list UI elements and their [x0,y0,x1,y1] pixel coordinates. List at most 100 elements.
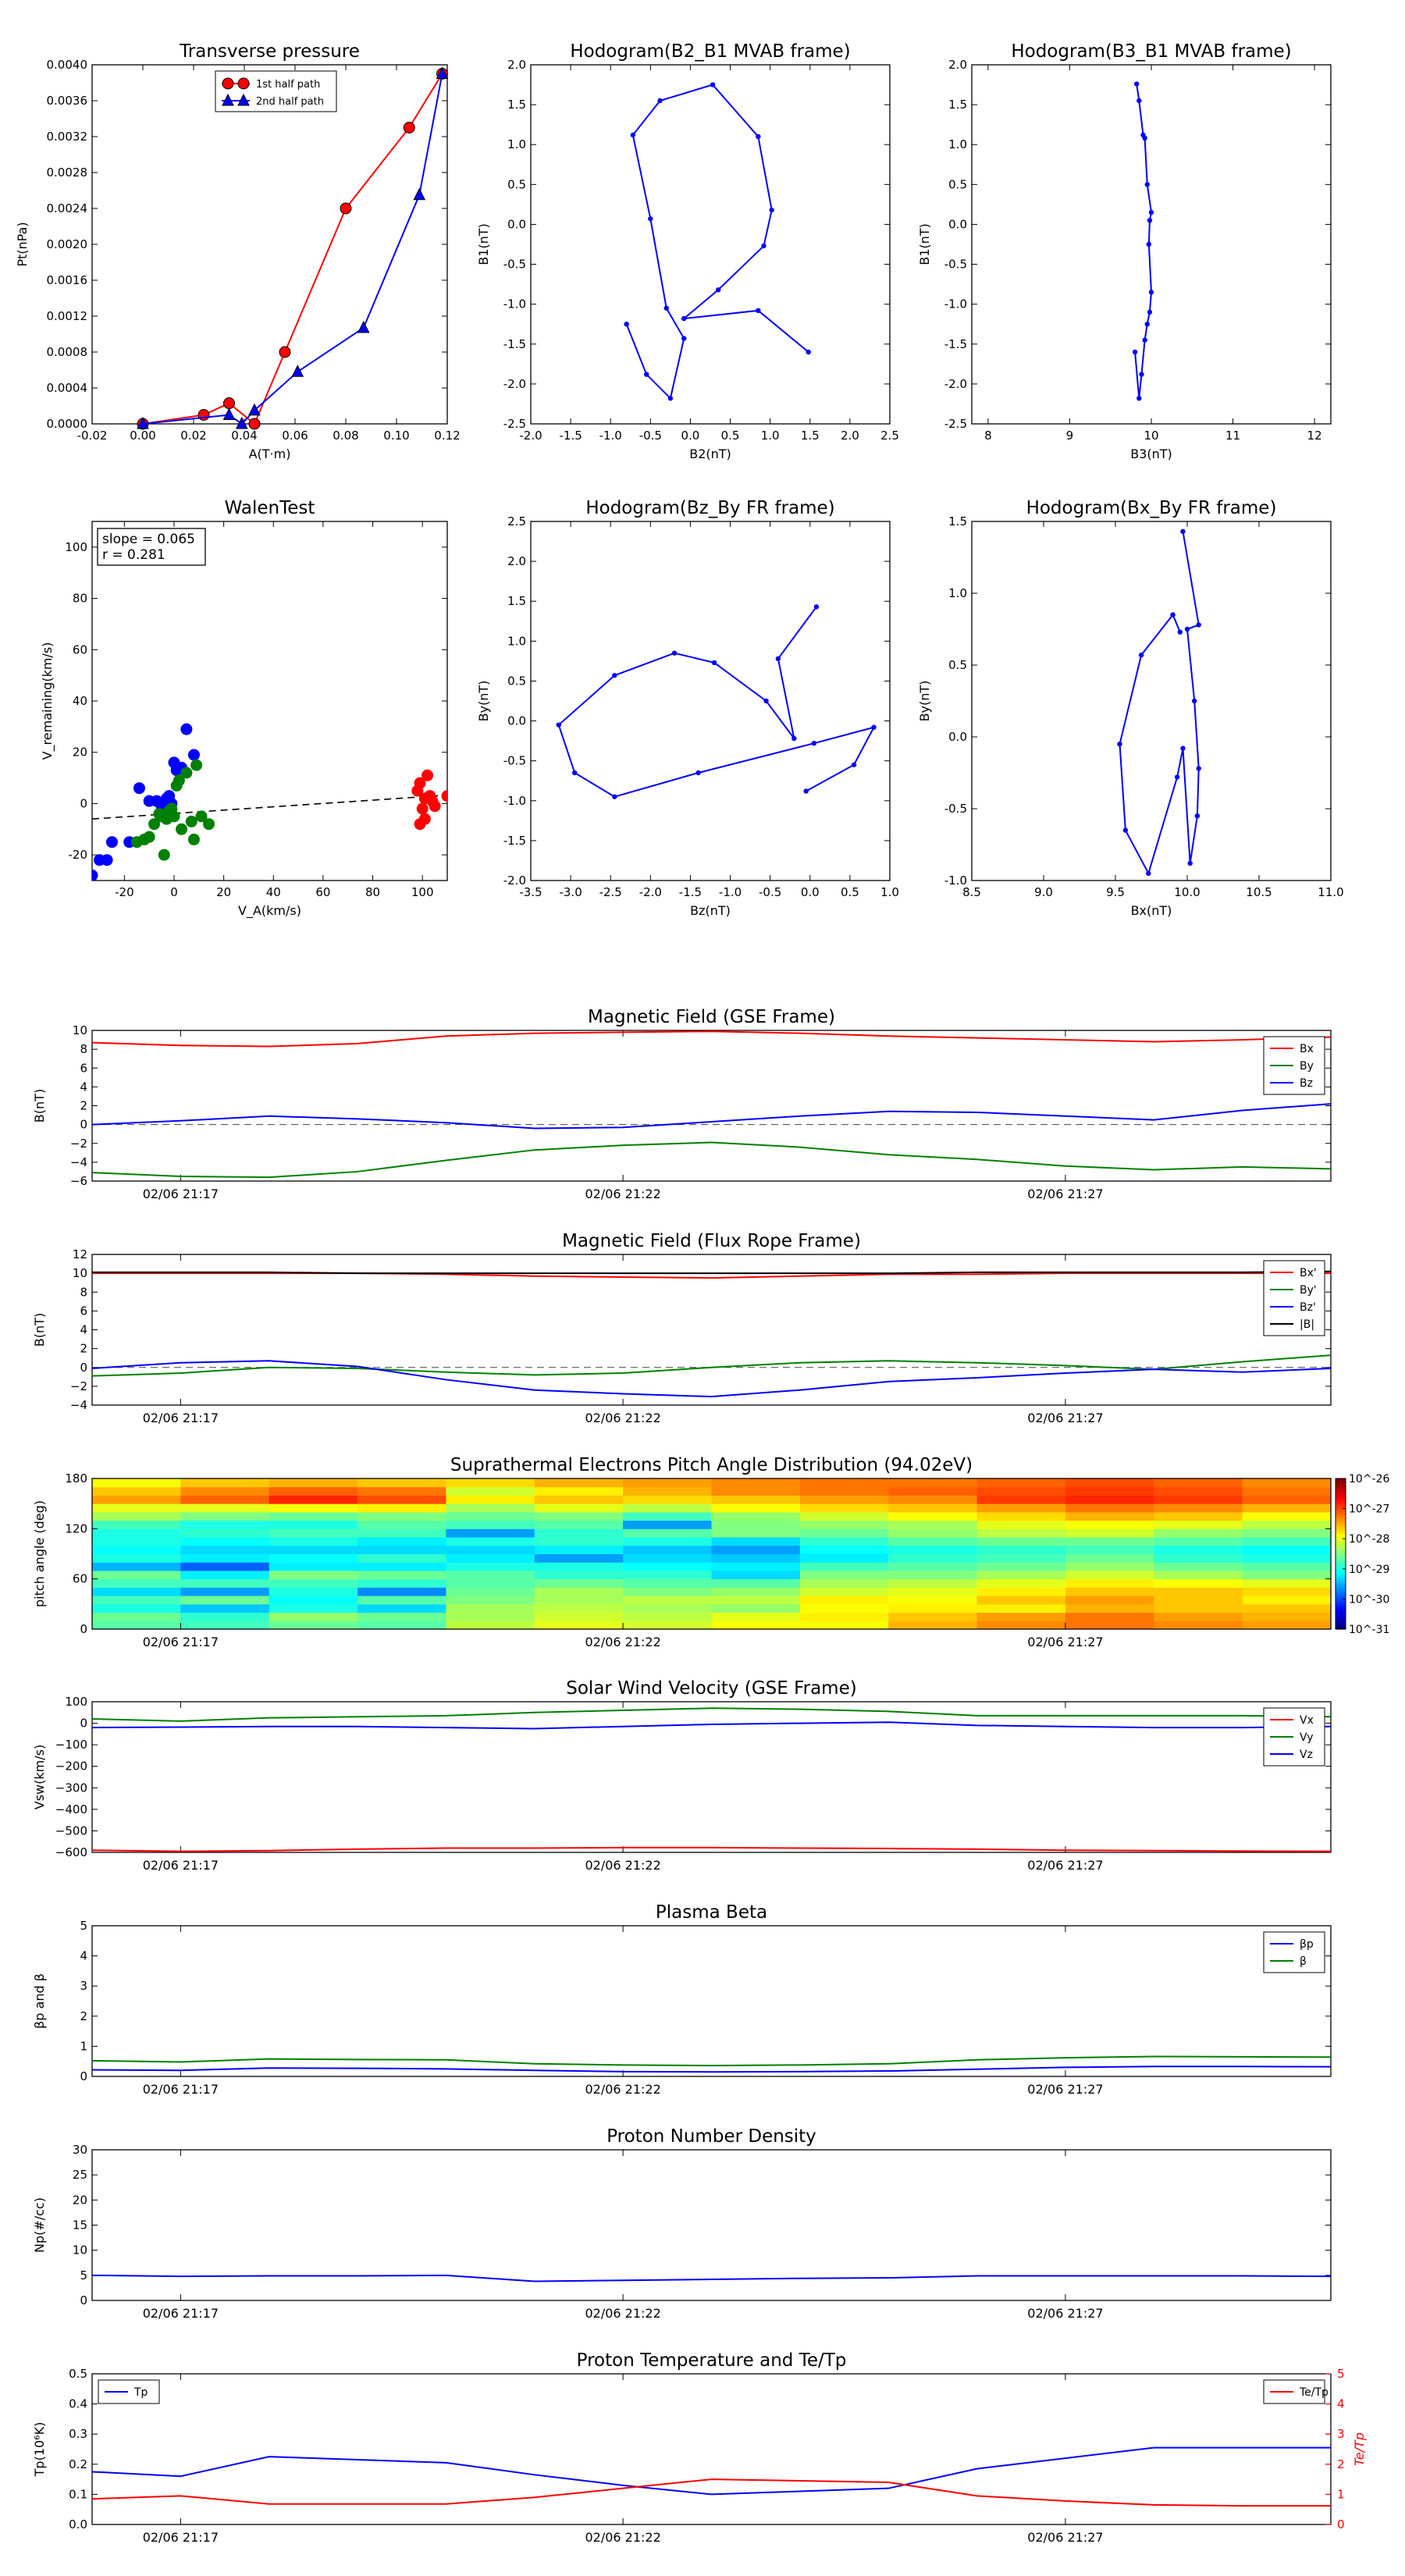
colorbar-step [1336,1503,1346,1507]
y-tick-label: −500 [55,1823,87,1838]
x-tick-label: 12 [1307,429,1322,443]
heatmap-cell [180,1603,270,1614]
x-tick-label: 02/06 21:22 [585,2082,660,2097]
y-tick-label: 0.5 [948,177,967,191]
heatmap-cell [1065,1495,1154,1504]
y-tick-label: -0.5 [944,802,967,816]
plot-frame [91,64,448,425]
heatmap-cell [1065,1596,1154,1605]
y-tick-label: 6 [80,1061,87,1075]
triangle-marker-icon [436,66,449,79]
heatmap-cell [976,1612,1066,1621]
scatter-point [422,769,434,781]
colorbar-step [1336,1531,1346,1535]
scatter-point [92,869,98,881]
heatmap-cell [357,1621,446,1630]
data-point [630,132,636,138]
y-tick-label: 10 [73,1023,87,1037]
heatmap-cell [357,1486,446,1496]
y-tick-label: 4 [80,1323,87,1337]
heatmap-cell [534,1478,624,1488]
heatmap-cell [180,1562,270,1571]
heatmap-cell [269,1612,358,1621]
chart-magnetic-field-gse: Magnetic Field (GSE Frame) 02/06 21:17 02/… [32,1007,1332,1201]
heatmap-cell [711,1621,801,1630]
heatmap-cell [357,1511,446,1521]
heatmap-cell [1065,1570,1154,1580]
data-point [1142,337,1147,343]
heatmap-cell [1154,1511,1243,1521]
heatmap-cell [888,1570,978,1580]
heatmap-cell [711,1486,801,1496]
heatmap-cell [1242,1621,1332,1630]
colorbar-step [1336,1568,1346,1572]
heatmap-cell [534,1612,624,1621]
series-line [91,1707,1332,1722]
y-tick-label: −6 [70,1174,87,1188]
y-tick-label: 12 [73,1247,87,1261]
y-tick-label-right: 1 [1337,2487,1345,2501]
series-line [91,1721,1332,1730]
legend-label: Bz' [1300,1301,1316,1314]
series-line [1134,84,1153,399]
heatmap-cell [888,1587,978,1596]
x-tick-label: 02/06 21:22 [585,1187,660,1201]
scatter-point [148,818,161,831]
heatmap-cell [534,1621,624,1630]
triangle-marker-icon [291,365,304,377]
heatmap-cell [1154,1495,1243,1504]
y-axis-label: B1(nT) [917,223,932,265]
y-tick-label: 1.5 [507,594,526,608]
y-tick-label: -1.5 [503,337,526,351]
x-tick-label: -1.0 [599,429,622,443]
x-tick-label: -1.0 [719,885,742,899]
data-point [1180,745,1186,751]
heatmap-cell [446,1503,535,1513]
heatmap-cell [623,1570,712,1580]
heatmap-cell [888,1562,978,1571]
series-line [1119,531,1200,876]
x-tick-label: 02/06 21:17 [143,1411,219,1425]
colorbar-step [1336,1589,1346,1592]
y-tick-label: 0.0000 [47,417,88,431]
data-point [1147,309,1153,315]
plot-area [91,2446,1331,2507]
heatmap-cell [623,1511,712,1521]
colorbar-step [1336,1498,1346,1502]
chart-plasma-beta: Plasma Beta 02/06 21:17 02/06 21:22 02/06 2… [32,1902,1332,2097]
x-tick-label: 0.02 [180,429,206,443]
chart-title: Hodogram(Bx_By FR frame) [1026,498,1277,518]
x-tick-label: 02/06 21:27 [1027,1411,1103,1425]
heatmap-cell [534,1520,624,1529]
y-tick-label: 1.5 [948,514,967,528]
y-tick-label: 0.0 [69,2517,87,2532]
heatmap-cell [534,1537,624,1546]
heatmap-cell [92,1553,181,1563]
heatmap-cell [1154,1562,1243,1571]
y-tick-label: −400 [55,1802,87,1816]
fit-line [92,794,447,820]
colorbar-step [1336,1523,1346,1527]
colorbar-step [1336,1493,1346,1497]
x-tick-label: 02/06 21:17 [143,2082,219,2097]
heatmap-cell [799,1621,889,1630]
heatmap-cell [446,1528,535,1538]
y-tick-label: 4 [80,1080,87,1094]
heatmap-cell [711,1612,801,1621]
plot-frame [91,1254,1332,1406]
colorbar-step [1336,1584,1346,1587]
heatmap-cell [1065,1520,1154,1529]
colorbar-step [1336,1500,1346,1504]
heatmap-cell [623,1587,712,1596]
heatmap-cell [357,1553,446,1563]
y-tick-label: 0 [80,1118,87,1132]
y-tick-label: 0.1 [69,2487,87,2501]
x-tick-label: 0.5 [721,429,740,443]
y-tick-label: 20 [73,2193,87,2207]
chart-title: Plasma Beta [656,1902,767,1923]
heatmap-cell [1154,1612,1243,1621]
legend-box [215,70,337,112]
chart-hodogram-bz-by: Hodogram(Bz_By FR frame) -3.5 -3.0 -2.5 -2.0… [476,498,899,918]
y-tick-label: 100 [65,1695,87,1709]
colorbar-tick-label: 10^-26 [1349,1473,1390,1485]
